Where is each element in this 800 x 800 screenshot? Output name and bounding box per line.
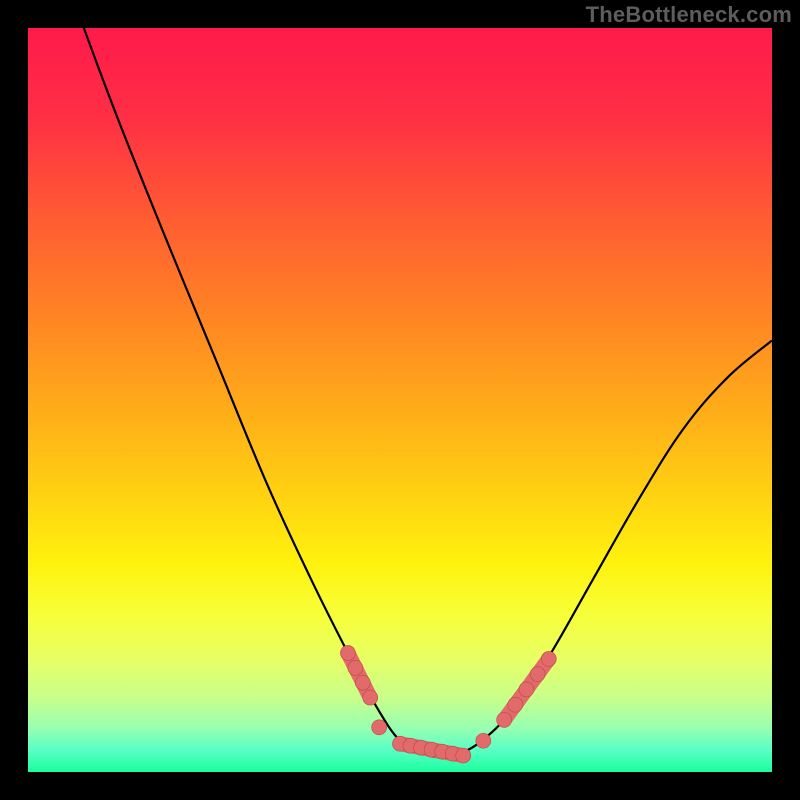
marker-dot (508, 697, 523, 712)
gradient-background (28, 28, 772, 772)
chart-stage: TheBottleneck.com (0, 0, 800, 800)
bottleneck-chart (0, 0, 800, 800)
marker-dot (519, 682, 534, 697)
marker-dot (348, 660, 363, 675)
marker-dot (456, 748, 471, 763)
marker-dot (530, 667, 545, 682)
marker-dot (541, 651, 556, 666)
marker-dot (340, 645, 355, 660)
marker-dot (363, 690, 378, 705)
marker-dot (476, 733, 491, 748)
marker-dot (355, 675, 370, 690)
marker-dot (497, 712, 512, 727)
marker-dot (372, 720, 387, 735)
watermark-text: TheBottleneck.com (586, 2, 792, 28)
